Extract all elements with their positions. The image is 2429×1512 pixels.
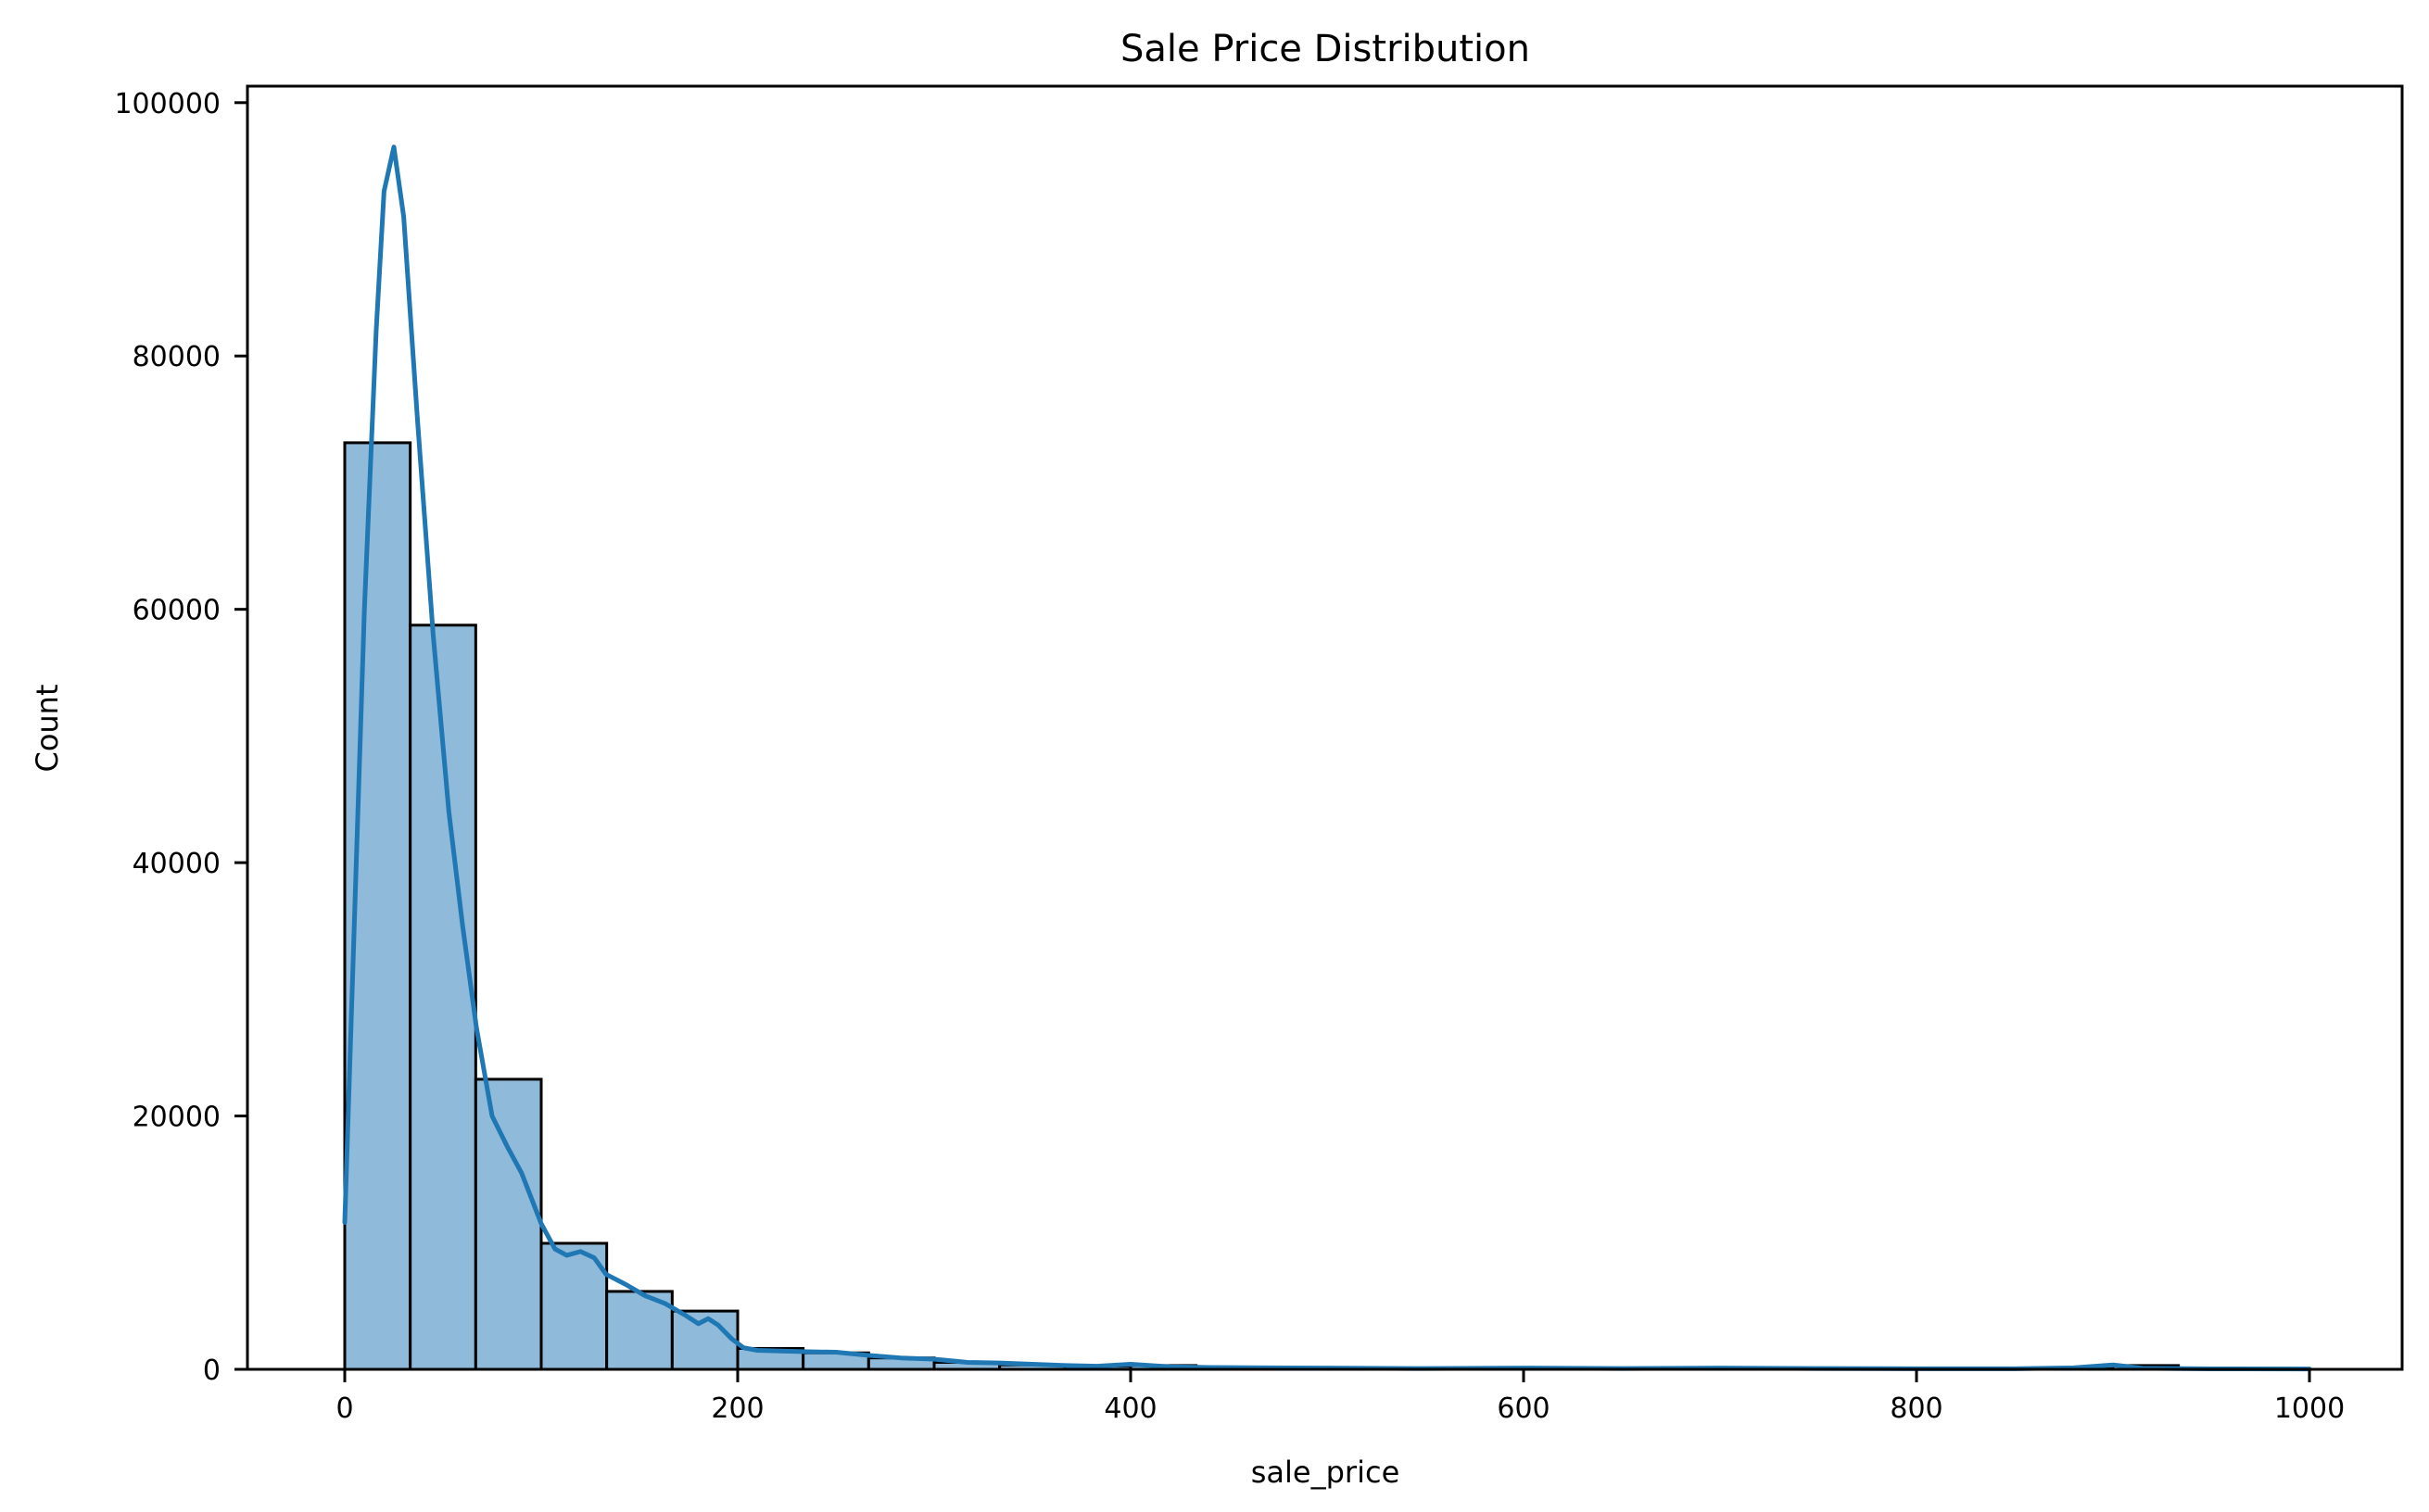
chart-title: Sale Price Distribution — [1120, 28, 1530, 70]
plot-area-frame — [246, 84, 2404, 1371]
histogram-bar — [474, 1077, 543, 1371]
x-axis-ticks: 0 200 400 600 800 1000 — [335, 1369, 2345, 1425]
x-tick-label: 0 — [335, 1392, 353, 1425]
histogram-bars — [343, 441, 2311, 1371]
x-tick-label: 200 — [711, 1392, 764, 1425]
y-tick-label: 20000 — [133, 1102, 221, 1134]
x-tick-label: 1000 — [2274, 1392, 2345, 1425]
y-tick-label: 60000 — [133, 595, 221, 627]
x-tick-label: 600 — [1497, 1392, 1550, 1425]
x-axis-label: sale_price — [1251, 1455, 1400, 1490]
y-axis-label: Count — [30, 684, 65, 772]
y-axis-ticks: 0 20000 40000 60000 80000 100000 — [114, 88, 247, 1387]
y-tick-label: 100000 — [114, 88, 221, 120]
y-tick-label: 0 — [203, 1354, 221, 1387]
x-tick-label: 400 — [1104, 1392, 1157, 1425]
y-tick-label: 80000 — [133, 341, 221, 373]
kde-curve — [342, 145, 2312, 1372]
x-tick-label: 800 — [1890, 1392, 1942, 1425]
y-tick-label: 40000 — [133, 848, 221, 880]
